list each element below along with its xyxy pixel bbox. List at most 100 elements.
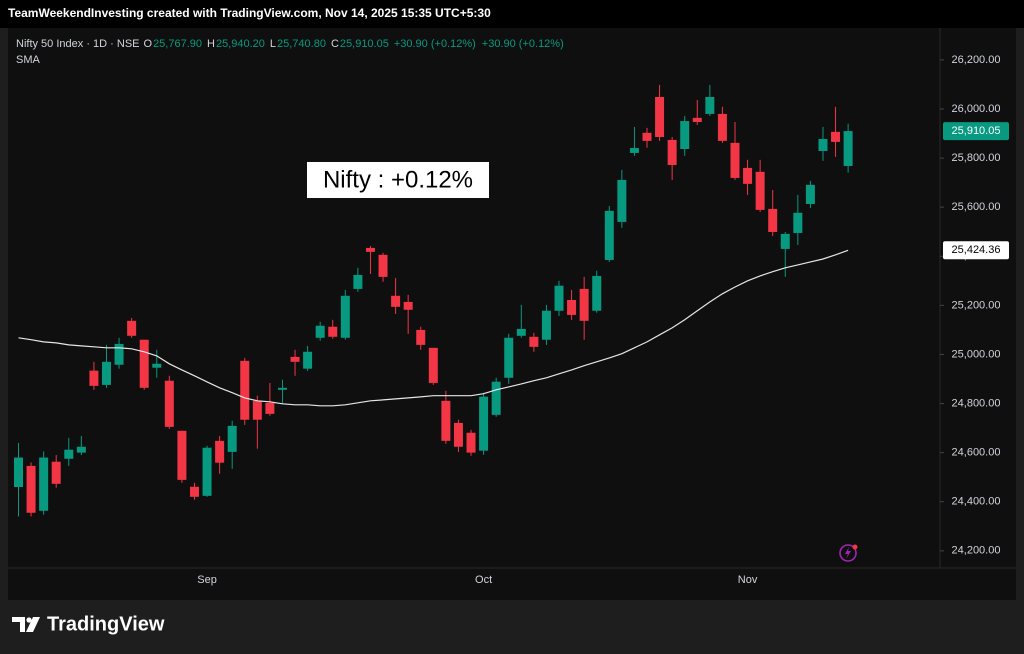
y-tick-label: 26,200.00 [952,54,1001,66]
candle-body [831,131,841,142]
candle-body [240,360,250,420]
candle-body [629,148,639,153]
x-tick-label: Sep [197,574,217,586]
candle-body [592,275,602,311]
x-tick-label: Nov [738,574,758,586]
candle-body [365,247,375,252]
candle-body [793,212,803,233]
candle-body [717,113,727,141]
x-tick-label: Oct [475,574,492,586]
candle-body [692,117,702,123]
alert-dot [852,544,858,550]
candle-body [76,446,86,453]
candle-body [416,329,426,345]
y-tick-label: 25,600.00 [952,201,1001,213]
y-tick-label: 24,800.00 [952,397,1001,409]
candle-body [114,343,124,365]
y-tick-label: 25,800.00 [952,152,1001,164]
alert-icon[interactable] [839,544,858,562]
candle-body [215,440,225,463]
candle-body [391,295,401,307]
indicator-name: SMA [16,54,41,66]
candle-body [491,381,501,415]
candle-body [303,351,313,369]
annotation-text: Nifty : +0.12% [323,166,473,193]
price-tag-label: 25,910.05 [952,125,1001,137]
ohlc-key: H [207,38,215,50]
candle-body [89,370,99,386]
candle-body [39,457,49,511]
candle-body [353,274,363,289]
candle-body [516,328,526,336]
ohlc-value: 25,940.20 [216,38,265,50]
logo-mark [26,617,40,632]
candle-body [579,288,589,321]
candle-body [290,356,300,362]
candle-body [152,363,162,368]
candle-body [680,121,690,150]
ohlc-key: O [144,38,153,50]
candle-body [139,339,149,388]
brand-logo: TradingView [12,613,165,635]
annotation: Nifty : +0.12% [307,162,489,198]
y-tick-label: 24,600.00 [952,447,1001,459]
candle-body [642,132,652,141]
annotation-box [307,162,489,198]
candle-body [378,254,388,277]
caption: TeamWeekendInvesting created with Tradin… [8,6,491,20]
y-tick-label: 25,000.00 [952,348,1001,360]
candle-body [504,337,514,378]
candle-body [730,142,740,178]
y-tick-label: 26,000.00 [952,103,1001,115]
candle-body [14,457,23,487]
candle-body [655,96,665,137]
candle-body [453,422,463,447]
candle-body [743,167,753,184]
legend-header: Nifty 50 Index · 1D · NSE SMA O 25,767.90… [16,38,564,66]
candle-body [164,380,174,427]
candle-body [202,447,212,496]
candle-body [428,347,438,383]
change: +30.90 (+0.12%) [482,38,564,50]
change: +30.90 (+0.12%) [394,38,476,50]
ohlc-key: C [331,38,339,50]
candle-body [127,320,137,336]
candle-body [252,400,262,420]
candle-body [780,233,790,249]
logo-mark [26,617,32,623]
price-tag [943,122,1009,141]
candle-body [227,425,237,452]
candle-body [818,138,828,151]
candle-body [51,461,61,484]
candle-body [617,179,627,222]
price-tag-label: 25,424.36 [952,244,1001,256]
candle-body [441,400,451,441]
candle-body [541,310,551,340]
candle-body [604,210,614,260]
candle-body [768,208,778,232]
y-tick-label: 25,200.00 [952,299,1001,311]
candle-body [189,486,199,497]
price-tag [943,241,1009,260]
candle-body [64,449,74,459]
chart-panel [8,28,1016,600]
ohlc-value: 25,740.80 [277,38,326,50]
candle-body [403,301,413,310]
candle-body [705,96,715,114]
candle-body [843,131,853,166]
alert-circle [839,544,857,562]
candle-body [177,430,187,480]
candle-body [755,171,765,210]
ohlc-value: 25,767.90 [153,38,202,50]
sma-line [18,249,849,407]
candle-body [567,299,577,315]
candle-body [101,361,111,385]
candle-body [26,465,36,513]
candle-body [340,295,350,338]
alert-bolt [845,547,851,559]
logo-mark [12,617,25,632]
y-tick-label: 24,400.00 [952,496,1001,508]
candle-body [328,326,338,337]
candle-body [315,325,325,338]
